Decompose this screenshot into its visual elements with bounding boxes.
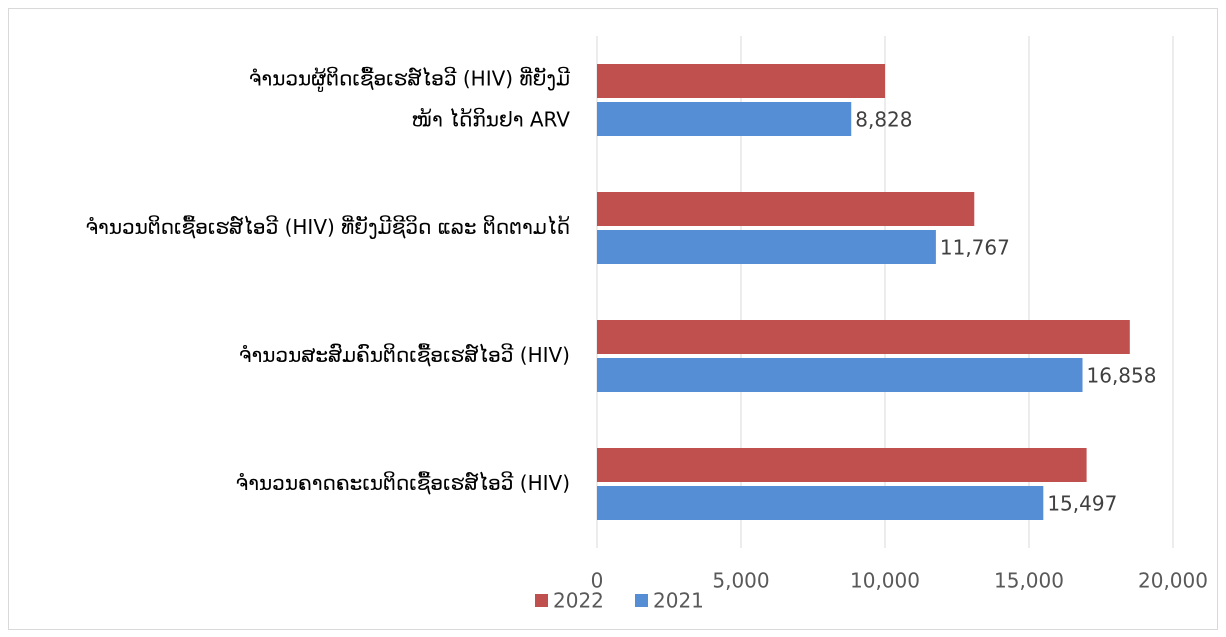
x-tick-label: 10,000	[850, 569, 920, 593]
bar	[597, 230, 936, 264]
data-label: 8,828	[855, 108, 912, 132]
bar	[597, 320, 1130, 354]
bar	[597, 64, 885, 98]
category-label: ຈຳນວນສະສົມຄົນຕິດເຊື້ອເຮສ໌ໄອວີ (HIV)	[239, 342, 570, 366]
legend-swatch	[635, 594, 648, 607]
category-label: ຈຳນວນຕິດເຊື້ອເຮສ໌ໄອວີ (HIV) ທີ່ຍັງມີຊີວິ…	[85, 214, 570, 238]
chart-frame	[8, 8, 1218, 630]
legend-label: 2021	[653, 589, 704, 613]
legend-swatch	[535, 594, 548, 607]
x-tick-label: 5,000	[712, 569, 769, 593]
bar	[597, 448, 1087, 482]
category-label-line: ໜ້າ ໄດ້ກິນຢາ ARV	[411, 107, 570, 131]
bar	[597, 102, 852, 136]
category-label: ຈຳນວນຄາດຄະເນຕິດເຊື້ອເຮສ໌ໄອວີ (HIV)	[236, 470, 570, 494]
category-label-line: ຈຳນວນຜູ້ຕິດເຊື້ອເຮສ໌ໄອວີ (HIV) ທີ່ຍັງມີ	[249, 66, 570, 92]
bar	[597, 486, 1044, 520]
category-label-line: ຈຳນວນຄາດຄະເນຕິດເຊື້ອເຮສ໌ໄອວີ (HIV)	[236, 470, 570, 494]
category-label-line: ຈຳນວນຕິດເຊື້ອເຮສ໌ໄອວີ (HIV) ທີ່ຍັງມີຊີວິ…	[85, 214, 570, 238]
data-label: 16,858	[1087, 364, 1157, 388]
x-tick-label: 0	[591, 569, 604, 593]
bar	[597, 358, 1083, 392]
bar	[597, 192, 975, 226]
category-label: ຈຳນວນຜູ້ຕິດເຊື້ອເຮສ໌ໄອວີ (HIV) ທີ່ຍັງມີໜ…	[249, 66, 570, 131]
x-tick-label: 15,000	[994, 569, 1064, 593]
data-label: 11,767	[940, 236, 1010, 260]
category-label-line: ຈຳນວນສະສົມຄົນຕິດເຊື້ອເຮສ໌ໄອວີ (HIV)	[239, 342, 570, 366]
legend-label: 2022	[553, 589, 604, 613]
x-tick-label: 20,000	[1138, 569, 1208, 593]
data-label: 15,497	[1047, 492, 1117, 516]
